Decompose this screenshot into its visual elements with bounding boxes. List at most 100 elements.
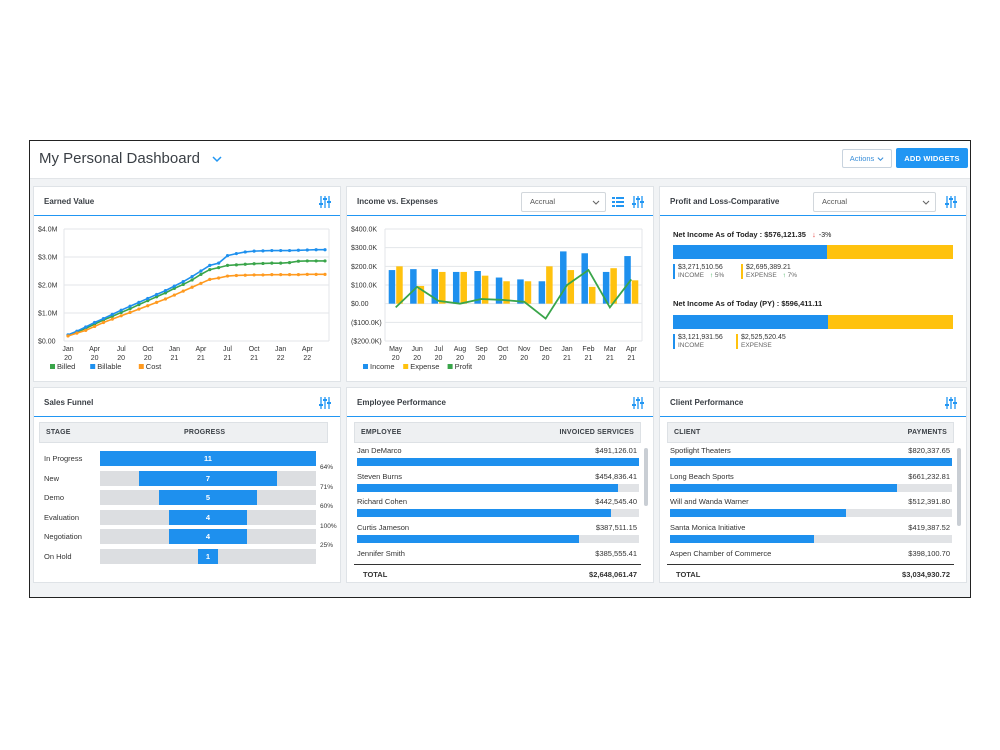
row-bar-fill: [357, 509, 611, 517]
data-point: [217, 276, 220, 279]
funnel-conversion-rate: 60%: [320, 503, 333, 510]
data-point: [323, 259, 326, 262]
settings-sliders-icon[interactable]: [944, 396, 958, 410]
income-label: INCOME: [678, 272, 704, 279]
funnel-bar: 11: [100, 451, 316, 466]
y-tick-label: $200.0K: [351, 264, 377, 271]
expense-value: $2,695,389.21: [746, 264, 791, 271]
widget-header: Client Performance: [660, 388, 966, 417]
list-view-icon[interactable]: [611, 195, 625, 209]
x-tick-label: 20: [413, 355, 421, 362]
row-value: $387,511.15: [596, 523, 637, 532]
earned-value-chart: $4.0M$3.0M$2.0M$1.0M$0.00Jan20Apr20Jul20…: [34, 219, 340, 379]
x-tick-label: 20: [520, 355, 528, 362]
settings-sliders-icon[interactable]: [631, 195, 645, 209]
scrollbar[interactable]: [644, 448, 648, 506]
settings-sliders-icon[interactable]: [944, 195, 958, 209]
column-payments: PAYMENTS: [908, 429, 947, 436]
data-point: [217, 262, 220, 265]
select-value: Accrual: [822, 197, 847, 206]
data-point: [102, 317, 105, 320]
data-point: [279, 273, 282, 276]
data-point: [190, 286, 193, 289]
funnel-conversion-rate: 25%: [320, 542, 333, 549]
data-point: [253, 262, 256, 265]
x-tick-label: 21: [627, 355, 635, 362]
funnel-stage-label: New: [44, 474, 59, 483]
table-header: CLIENT PAYMENTS: [667, 422, 954, 443]
add-widgets-button[interactable]: ADD WIDGETS: [896, 148, 968, 168]
accounting-basis-select[interactable]: Accrual: [813, 192, 936, 212]
column-stage: STAGE: [46, 429, 71, 436]
data-point: [93, 321, 96, 324]
x-tick-label: 20: [435, 355, 443, 362]
x-tick-label: Feb: [582, 346, 594, 353]
data-point: [297, 260, 300, 263]
x-tick-label: 20: [392, 355, 400, 362]
data-point: [146, 304, 149, 307]
widget-title: Sales Funnel: [44, 398, 93, 407]
data-point: [323, 248, 326, 251]
income-expenses-chart: $400.0K$300.0K$200.0K$100.0K$0.00($100.0…: [347, 219, 653, 379]
table-header: EMPLOYEE INVOICED SERVICES: [354, 422, 641, 443]
chevron-down-icon: [922, 198, 930, 206]
bar-expense: [589, 287, 596, 304]
funnel-bar: 4: [169, 510, 248, 525]
data-point: [146, 297, 149, 300]
row-bar-fill: [357, 484, 618, 492]
funnel-stage-label: In Progress: [44, 454, 82, 463]
row-value: $385,555.41: [595, 549, 637, 558]
data-point: [270, 249, 273, 252]
settings-sliders-icon[interactable]: [318, 396, 332, 410]
data-point: [102, 321, 105, 324]
widget-title: Employee Performance: [357, 398, 446, 407]
actions-button[interactable]: Actions: [842, 149, 892, 168]
x-tick-label: 21: [197, 355, 205, 362]
y-tick-label: $0.00: [38, 339, 56, 346]
y-tick-label: $3.0M: [38, 255, 58, 262]
data-point: [315, 273, 318, 276]
funnel-stage-label: Evaluation: [44, 513, 79, 522]
bar-income: [581, 253, 588, 303]
funnel-conversion-rate: 71%: [320, 484, 333, 491]
settings-sliders-icon[interactable]: [631, 396, 645, 410]
accounting-basis-select[interactable]: Accrual: [521, 192, 606, 212]
total-divider: [354, 564, 641, 565]
dashboard-header: My Personal Dashboard Actions ADD WIDGET…: [30, 141, 970, 179]
data-point: [306, 248, 309, 251]
funnel-bar: 4: [169, 529, 248, 544]
bar-income: [453, 272, 460, 304]
row-value: $512,391.80: [908, 497, 950, 506]
data-point: [199, 282, 202, 285]
data-point: [306, 273, 309, 276]
data-point: [270, 273, 273, 276]
row-bar-fill: [670, 484, 897, 492]
income-marker: [673, 264, 675, 279]
data-point: [315, 248, 318, 251]
expense-value: $2,525,520.45: [741, 334, 786, 341]
settings-sliders-icon[interactable]: [318, 195, 332, 209]
bar-income: [410, 269, 417, 304]
data-point: [164, 297, 167, 300]
data-point: [190, 278, 193, 281]
data-point: [279, 262, 282, 265]
bar-income: [389, 270, 396, 304]
income-vs-expenses-widget: Income vs. Expenses Accrual $400.0K $300.…: [346, 186, 654, 382]
row-name: Santa Monica Initiative: [670, 523, 745, 532]
income-marker: [673, 334, 675, 349]
bar-expense: [396, 266, 403, 303]
x-tick-label: 21: [170, 355, 178, 362]
scrollbar[interactable]: [957, 448, 961, 526]
expense-bar: [827, 245, 953, 259]
x-tick-label: Jul: [223, 346, 232, 353]
data-point: [261, 249, 264, 252]
data-point: [155, 293, 158, 296]
row-name: Aspen Chamber of Commerce: [670, 549, 771, 558]
x-tick-label: Oct: [249, 346, 260, 353]
legend-label: Cost: [146, 362, 162, 371]
data-point: [182, 280, 185, 283]
data-point: [120, 309, 123, 312]
chevron-down-icon[interactable]: [211, 153, 223, 165]
total-value: $2,648,061.47: [589, 570, 637, 579]
row-bar-fill: [357, 535, 579, 543]
